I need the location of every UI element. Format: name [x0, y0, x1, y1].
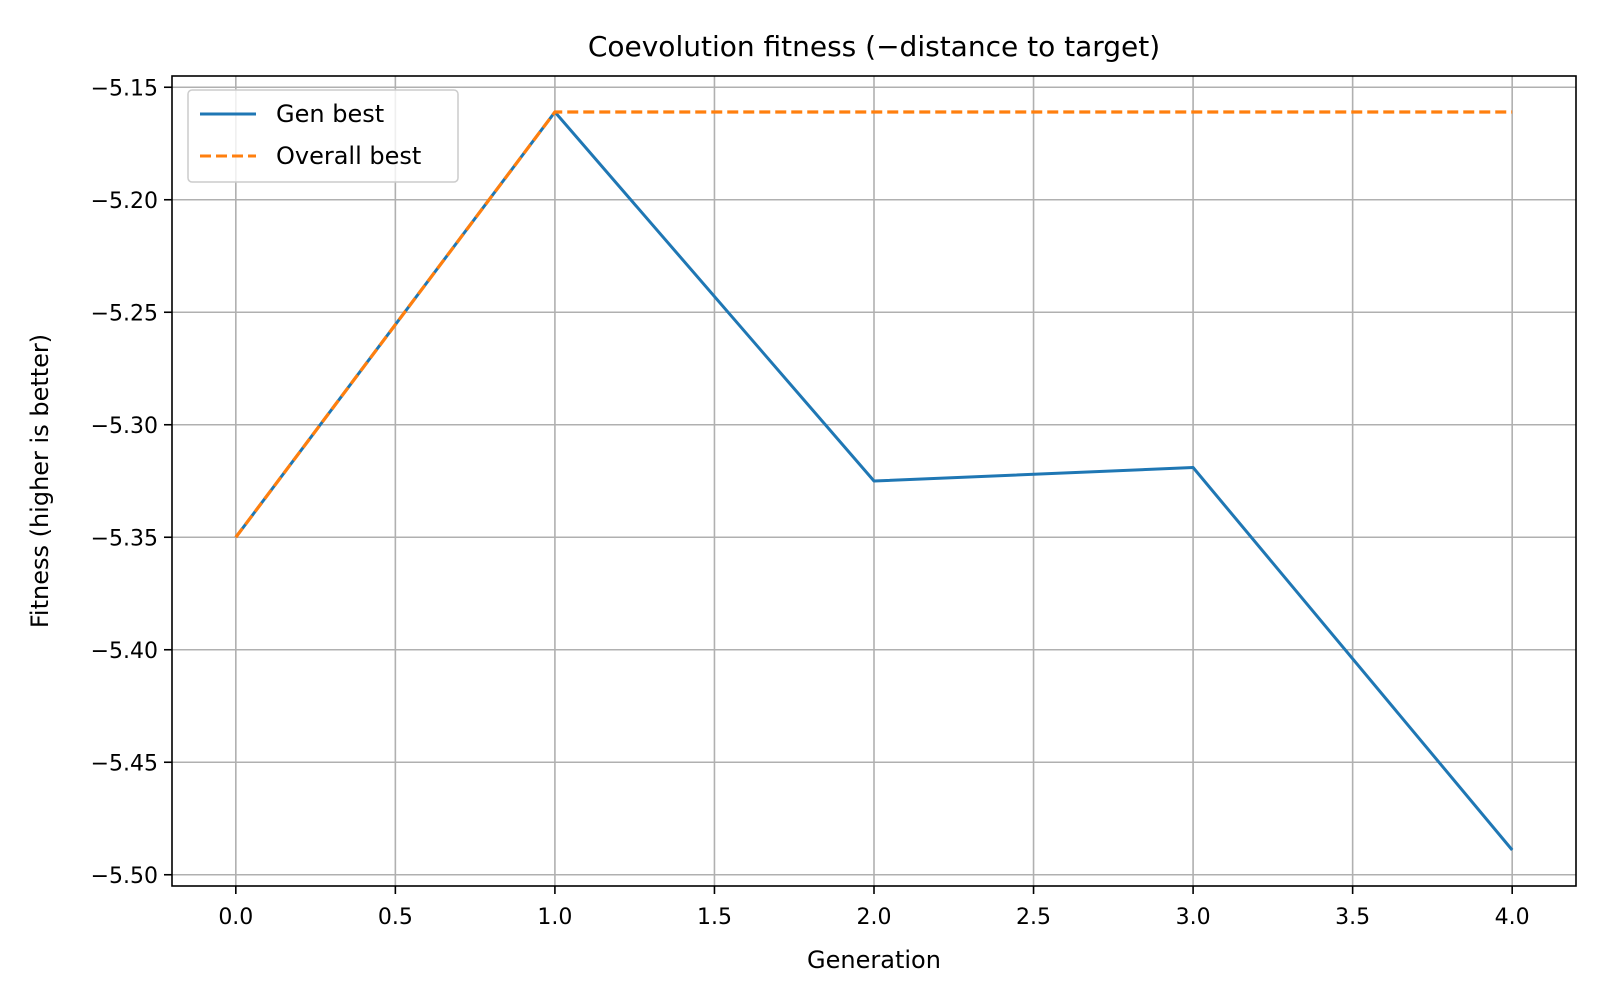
x-tick-label: 1.5: [697, 905, 732, 930]
series-layer: [234, 110, 1514, 851]
x-tick-label: 2.0: [857, 905, 892, 930]
y-tick-label: −5.15: [91, 76, 158, 101]
x-tick-label: 1.0: [537, 905, 572, 930]
y-tick-label: −5.35: [91, 526, 158, 551]
y-tick-label: −5.50: [91, 864, 158, 889]
y-tick-label: −5.20: [91, 189, 158, 214]
chart-title: Coevolution fitness (−distance to target…: [588, 30, 1160, 63]
x-tick-label: 0.5: [378, 905, 413, 930]
legend-label-2: Overall best: [276, 142, 421, 170]
x-tick-label: 3.5: [1335, 905, 1370, 930]
grid-layer: [172, 76, 1576, 886]
legend-items: Gen best Overall best: [200, 100, 421, 170]
series-line-2: [234, 110, 1513, 539]
x-tick-label: 2.5: [1016, 905, 1051, 930]
y-tick-label: −5.40: [91, 639, 158, 664]
y-tick-label: −5.45: [91, 751, 158, 776]
legend: Gen best Overall best: [187, 89, 459, 183]
ticks-layer: 0.0 0.5 1.0 1.5 2.0 2.5 3.0 3.5 4.0 −5.15 −5.20 −5.…: [91, 76, 1530, 930]
y-tick-label: −5.30: [91, 414, 158, 439]
y-axis-label: Fitness (higher is better): [26, 334, 54, 628]
legend-label-1: Gen best: [276, 100, 384, 128]
x-tick-label: 3.0: [1176, 905, 1211, 930]
y-tick-label: −5.25: [91, 301, 158, 326]
x-tick-label: 4.0: [1495, 905, 1530, 930]
x-axis-label: Generation: [807, 946, 941, 974]
x-tick-label: 0.0: [218, 905, 253, 930]
